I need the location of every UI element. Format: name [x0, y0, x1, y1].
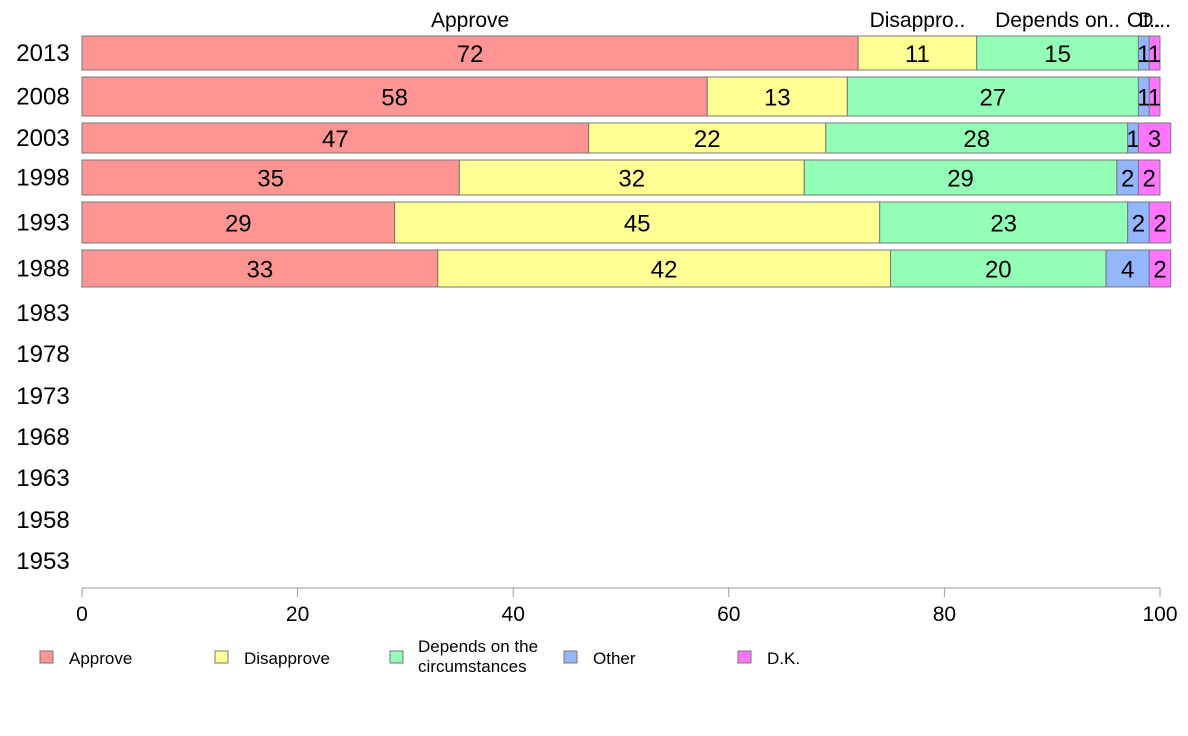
column-header-0: Approve	[431, 9, 509, 32]
legend-label: Approve	[69, 649, 132, 668]
year-label: 1978	[16, 341, 69, 368]
bar-segment	[458, 159, 805, 196]
x-tick-label: 20	[286, 603, 309, 626]
bar-segment	[81, 76, 708, 117]
legend-swatch	[737, 650, 752, 664]
year-label: 1988	[16, 256, 69, 283]
data-label: 47	[322, 126, 349, 153]
x-tick-label: 0	[76, 603, 88, 626]
bar-segment	[81, 122, 590, 154]
legend-label: circumstances	[418, 657, 527, 676]
x-tick-label: 100	[1142, 603, 1177, 626]
data-label: 22	[694, 126, 721, 153]
bar-segment	[1137, 122, 1172, 154]
legend-swatch	[214, 650, 229, 664]
column-header-1: Disappro..	[870, 9, 966, 32]
bar-segment	[706, 76, 848, 117]
column-headers: Approve Disappro.. Depends on.. Ot..D...	[431, 9, 1171, 32]
year-label: 1968	[16, 424, 69, 451]
legend-swatch	[39, 650, 54, 664]
x-tick-label: 40	[502, 603, 525, 626]
bar-segment	[825, 122, 1129, 154]
data-label: 3	[1148, 126, 1161, 153]
data-label: 33	[247, 257, 274, 284]
bar-segment	[890, 249, 1107, 288]
data-label: 2	[1132, 211, 1145, 238]
bar-segment	[879, 201, 1129, 244]
data-label: 28	[963, 126, 990, 153]
bar-segment	[846, 76, 1139, 117]
column-header-3: Ot..	[1127, 9, 1161, 32]
year-labels: 2013 2008 2003 1998 1993 1988 1983 1978 1973 1968…	[16, 40, 69, 575]
data-label: 32	[618, 166, 645, 193]
bar-segment	[1148, 201, 1172, 244]
legend: Approve Disapprove Depends on thecircumsta…	[39, 637, 800, 676]
x-tick-label: 60	[717, 603, 740, 626]
legend-label: Other	[593, 649, 636, 668]
data-label: 11	[905, 41, 930, 68]
data-label: 1	[1137, 85, 1150, 112]
bar-segment	[1105, 249, 1150, 288]
data-label: 4	[1121, 257, 1134, 284]
year-label: 1973	[16, 383, 69, 410]
data-label: 27	[980, 85, 1007, 112]
data-label: 1	[1148, 41, 1161, 68]
data-label: 72	[457, 41, 484, 68]
bar-segment	[81, 201, 396, 244]
data-label: 1	[1137, 41, 1150, 68]
data-label: 1	[1126, 126, 1139, 153]
data-label: 45	[624, 211, 651, 238]
bar-segment	[1148, 76, 1161, 117]
year-label: 2008	[16, 84, 69, 111]
data-label: 42	[651, 257, 678, 284]
year-label: 1983	[16, 300, 69, 327]
data-label: 15	[1044, 41, 1071, 68]
bar-segment	[81, 249, 439, 288]
year-label: 1993	[16, 210, 69, 237]
x-tick-label: 80	[933, 603, 956, 626]
year-label: 1998	[16, 165, 69, 192]
bar-segment	[437, 249, 891, 288]
column-header-4: D...	[1138, 9, 1171, 32]
year-label: 1958	[16, 507, 69, 534]
data-label: 29	[225, 211, 252, 238]
bar-segment	[1148, 35, 1161, 71]
data-label: 58	[381, 85, 408, 112]
legend-swatch	[389, 650, 404, 664]
legend-label: Disapprove	[244, 649, 330, 668]
year-label: 1963	[16, 465, 69, 492]
bar-segment	[1148, 249, 1172, 288]
bar-segment	[803, 159, 1118, 196]
bar-segment	[588, 122, 827, 154]
year-label: 2013	[16, 40, 69, 67]
data-label: 2	[1121, 166, 1134, 193]
data-label: 2	[1153, 211, 1166, 238]
data-label: 2	[1153, 257, 1166, 284]
year-label: 2003	[16, 125, 69, 152]
column-header-2: Depends on..	[995, 9, 1120, 32]
year-label: 1953	[16, 548, 69, 575]
data-label: 23	[990, 211, 1017, 238]
legend-swatch	[563, 650, 578, 664]
data-label: 29	[947, 166, 974, 193]
data-label: 2	[1143, 166, 1156, 193]
data-label: 13	[764, 85, 791, 112]
x-axis: 0 20 40 60 80 100	[76, 587, 1178, 626]
legend-label: Depends on the	[418, 637, 538, 656]
data-label: 1	[1148, 85, 1161, 112]
data-label: 20	[985, 257, 1012, 284]
bar-segment	[857, 35, 978, 71]
bar-segment	[1137, 159, 1161, 196]
legend-label: D.K.	[767, 649, 800, 668]
data-label: 35	[257, 166, 284, 193]
